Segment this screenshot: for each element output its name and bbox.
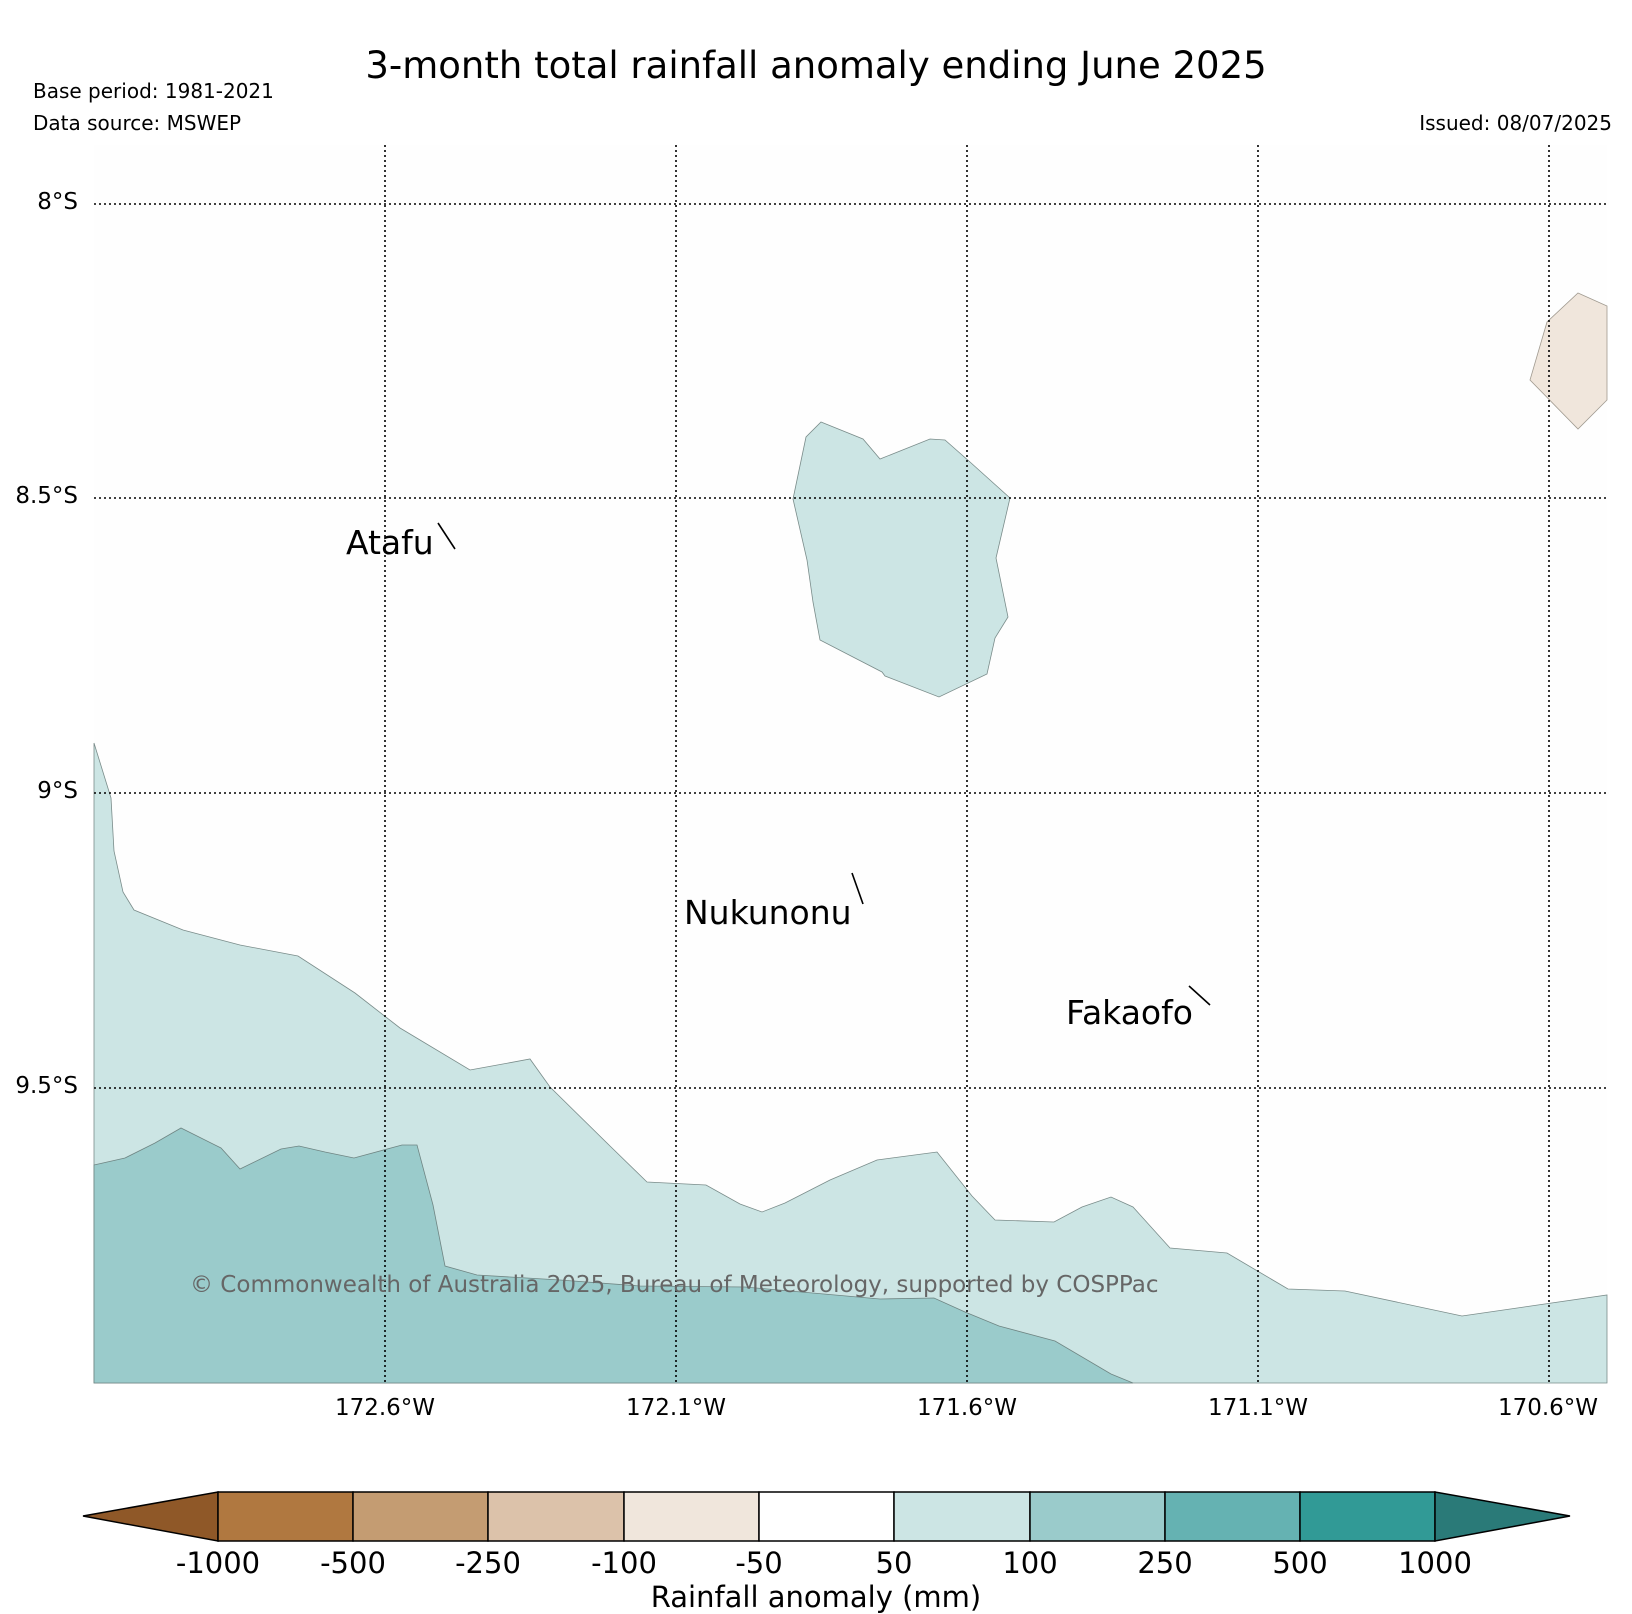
- lat-label-8s: 8°S: [37, 189, 78, 215]
- lon-label-171-1w: 171.1°W: [1207, 1395, 1309, 1421]
- colorbar-tick: 500: [1272, 1546, 1328, 1580]
- data-source-note: Data source: MSWEP: [33, 111, 242, 135]
- map-title: 3-month total rainfall anomaly ending Ju…: [365, 44, 1267, 87]
- place-label-fakaofo: Fakaofo: [1066, 993, 1193, 1032]
- anomaly-region-50-100-south: [93, 742, 1608, 1384]
- nukunonu-marker: [851, 872, 864, 905]
- colorbar-tick: -50: [735, 1546, 783, 1580]
- colorbar-tick: 1000: [1398, 1546, 1472, 1580]
- lat-label-9s: 9°S: [37, 778, 78, 804]
- place-label-atafu: Atafu: [346, 523, 434, 562]
- colorbar-bin: [758, 1491, 895, 1542]
- colorbar-tick: 50: [875, 1546, 913, 1580]
- colorbar-tick: -100: [591, 1546, 657, 1580]
- colorbar-tick: -250: [455, 1546, 521, 1580]
- colorbar-extend-high: [1434, 1491, 1571, 1542]
- colorbar-bin: [1029, 1491, 1166, 1542]
- colorbar-tick: -1000: [175, 1546, 261, 1580]
- atafu-marker: [437, 522, 456, 550]
- issued-date: Issued: 08/07/2025: [1419, 111, 1612, 135]
- lat-label-8-5s: 8.5°S: [15, 483, 78, 509]
- lon-label-171-6w: 171.6°W: [916, 1395, 1018, 1421]
- colorbar-tick: 100: [1002, 1546, 1058, 1580]
- colorbar-bin: [487, 1491, 625, 1542]
- colorbar-bin: [1299, 1491, 1436, 1542]
- base-period-note: Base period: 1981-2021: [33, 79, 274, 103]
- colorbar-tick: -500: [320, 1546, 386, 1580]
- colorbar-bin: [623, 1491, 760, 1542]
- lon-label-172-1w: 172.1°W: [625, 1395, 727, 1421]
- place-label-nukunonu: Nukunonu: [684, 893, 852, 932]
- latitude-gridlines: [94, 203, 1607, 1089]
- lat-label-9-5s: 9.5°S: [15, 1073, 78, 1099]
- colorbar-bin: [893, 1491, 1031, 1542]
- anomaly-region-50-100-central: [792, 421, 1011, 698]
- colorbar-label: Rainfall anomaly (mm): [650, 1580, 982, 1614]
- fakaofo-marker: [1188, 985, 1211, 1006]
- atoll-markers: [437, 522, 1211, 1006]
- colorbar: [82, 1491, 1571, 1542]
- anomaly-region-100-250: [93, 1127, 1134, 1384]
- colorbar-bin: [352, 1491, 489, 1542]
- colorbar-bin: [1164, 1491, 1301, 1542]
- longitude-gridlines: [384, 145, 1550, 1383]
- copyright-notice: © Commonwealth of Australia 2025, Bureau…: [190, 1272, 1159, 1298]
- colorbar-tick: 250: [1137, 1546, 1193, 1580]
- colorbar-bin: [217, 1491, 354, 1542]
- lon-label-170-6w: 170.6°W: [1497, 1395, 1599, 1421]
- lon-label-172-6w: 172.6°W: [334, 1395, 436, 1421]
- colorbar-extend-low: [82, 1491, 219, 1542]
